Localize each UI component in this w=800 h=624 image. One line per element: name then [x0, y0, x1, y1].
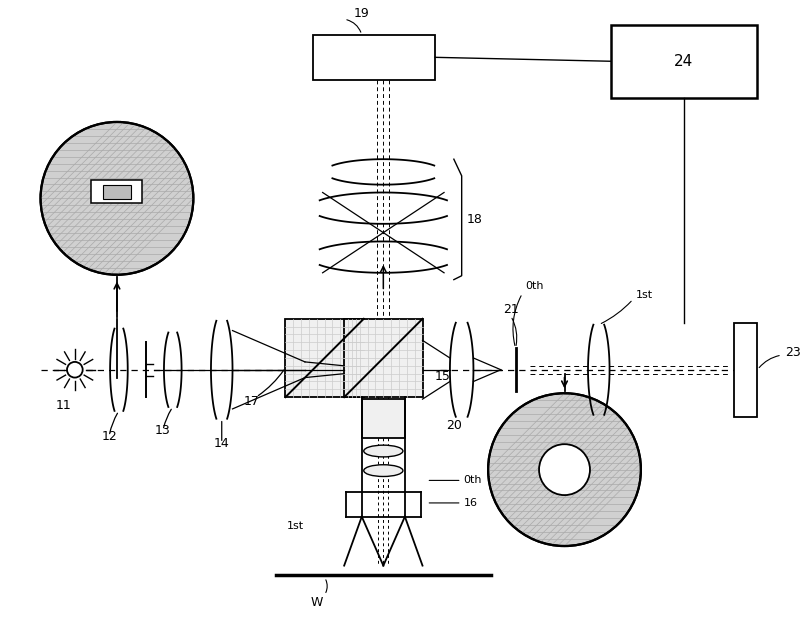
Bar [610, 25, 758, 99]
Text: 11: 11 [55, 399, 71, 412]
Bar [734, 323, 758, 417]
Text: 12: 12 [102, 430, 117, 443]
Text: 20: 20 [446, 419, 462, 432]
Bar [362, 399, 405, 438]
Text: 0th: 0th [526, 281, 544, 291]
Ellipse shape [364, 465, 403, 477]
Text: 23: 23 [785, 346, 800, 359]
Text: 1st: 1st [636, 290, 653, 300]
Bar [313, 35, 435, 80]
Text: 18: 18 [466, 213, 482, 226]
Bar [286, 319, 364, 397]
Ellipse shape [364, 445, 403, 457]
Text: 14: 14 [214, 437, 230, 450]
Bar [344, 319, 422, 397]
Text: W: W [310, 597, 323, 609]
Circle shape [488, 393, 641, 546]
Bar [91, 180, 142, 203]
Circle shape [67, 362, 82, 378]
Text: 22: 22 [610, 437, 626, 450]
Text: 19: 19 [354, 7, 370, 20]
Bar [103, 185, 130, 199]
Text: 0th: 0th [464, 475, 482, 485]
Text: 15: 15 [434, 369, 450, 383]
Circle shape [41, 122, 194, 275]
Text: 24: 24 [674, 54, 694, 69]
Text: 17: 17 [243, 395, 259, 408]
Text: 16: 16 [464, 498, 478, 508]
Circle shape [539, 444, 590, 495]
Text: 13: 13 [155, 424, 171, 437]
Text: 21: 21 [502, 303, 518, 316]
Text: 1st: 1st [286, 522, 304, 532]
